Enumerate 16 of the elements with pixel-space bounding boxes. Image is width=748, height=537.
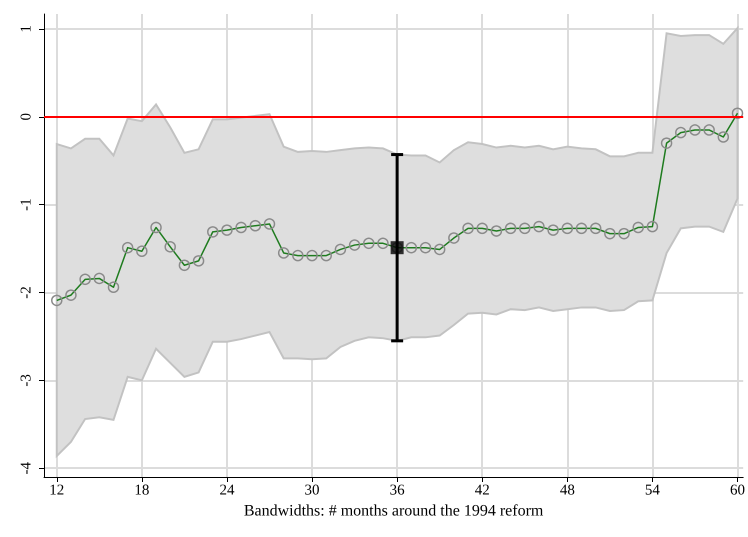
y-tick-label: -2 — [18, 286, 34, 299]
x-tick-label: 54 — [644, 482, 660, 498]
x-tick-label: 30 — [304, 482, 320, 498]
y-tick-label: 0 — [18, 113, 34, 121]
x-tick-label: 48 — [560, 482, 575, 498]
x-tick-label: 36 — [390, 482, 406, 498]
x-tick-label: 60 — [730, 482, 745, 498]
y-tick-label: 1 — [18, 25, 34, 33]
y-tick-label: -4 — [18, 461, 34, 474]
y-tick-label: -3 — [18, 374, 34, 387]
x-axis-title: Bandwidths: # months around the 1994 reform — [244, 502, 544, 520]
x-tick-label: 42 — [474, 482, 490, 498]
x-tick-label: 12 — [49, 482, 64, 498]
x-tick-label: 18 — [134, 482, 150, 498]
y-tick-label: -1 — [18, 198, 34, 211]
x-tick-label: 24 — [219, 482, 235, 498]
